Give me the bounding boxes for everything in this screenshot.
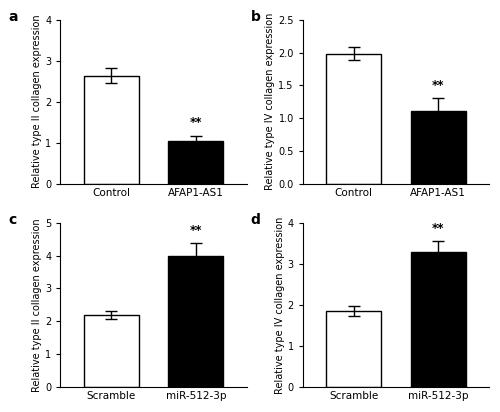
- Bar: [410, 112, 466, 183]
- Text: **: **: [432, 79, 444, 92]
- Text: c: c: [8, 213, 16, 227]
- Text: **: **: [432, 222, 444, 235]
- Y-axis label: Relative type II collagen expression: Relative type II collagen expression: [32, 15, 42, 188]
- Bar: [410, 252, 466, 387]
- Bar: [168, 256, 224, 387]
- Text: b: b: [250, 10, 260, 24]
- Text: a: a: [8, 10, 18, 24]
- Y-axis label: Relative type IV collagen expression: Relative type IV collagen expression: [266, 13, 276, 190]
- Bar: [84, 76, 138, 183]
- Bar: [326, 54, 381, 183]
- Bar: [84, 315, 138, 387]
- Y-axis label: Relative type II collagen expression: Relative type II collagen expression: [32, 218, 42, 392]
- Bar: [326, 311, 381, 387]
- Text: d: d: [250, 213, 260, 227]
- Text: **: **: [190, 224, 202, 237]
- Text: **: **: [190, 116, 202, 129]
- Bar: [168, 140, 224, 183]
- Y-axis label: Relative type IV collagen expression: Relative type IV collagen expression: [274, 216, 284, 393]
